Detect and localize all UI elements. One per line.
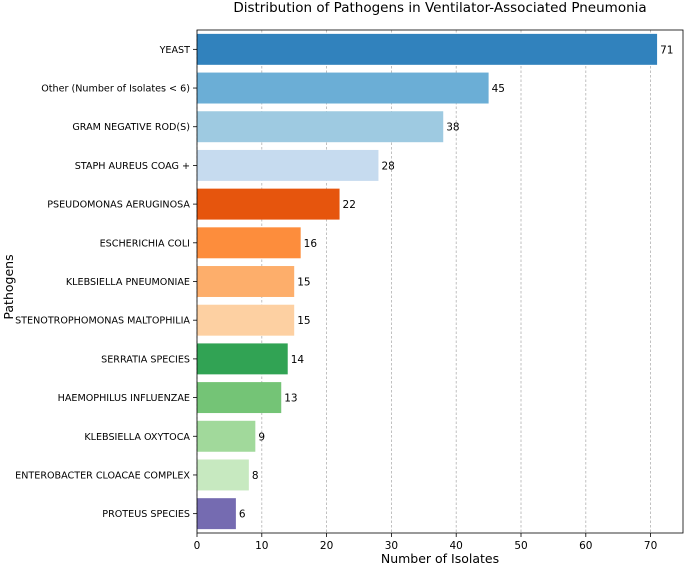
bar-value-label: 22 — [343, 199, 356, 211]
bar-value-label: 16 — [304, 238, 318, 250]
bar — [197, 72, 489, 104]
x-tick-label: 0 — [194, 540, 201, 552]
bar-value-label: 9 — [258, 431, 265, 443]
x-tick-label: 50 — [514, 540, 527, 552]
bar-value-label: 15 — [297, 277, 310, 289]
x-tick-label: 30 — [385, 540, 398, 552]
bar — [197, 149, 379, 181]
bar — [197, 420, 256, 452]
axes: YEAST Other (Number of Isolates < 6) GRAM … — [15, 29, 684, 552]
plot-frame — [196, 29, 684, 534]
x-tick-label: 60 — [579, 540, 592, 552]
chart-title: Distribution of Pathogens in Ventilator-… — [233, 0, 646, 16]
x-tick-label: 40 — [450, 540, 463, 552]
bar — [197, 266, 295, 297]
bar-value-label: 71 — [660, 44, 673, 56]
bar — [197, 188, 340, 220]
y-tick-label: ESCHERICHIA COLI — [100, 238, 190, 249]
y-tick-label: ENTEROBACTER CLOACAE COMPLEX — [15, 470, 190, 481]
x-tick-label: 20 — [320, 540, 333, 552]
y-tick-label: PROTEUS SPECIES — [102, 509, 190, 520]
bar-value-label: 14 — [291, 354, 305, 366]
y-tick-label: PSEUDOMONAS AERUGINOSA — [47, 200, 190, 211]
y-tick-label: YEAST — [159, 45, 191, 56]
bar-value-label: 15 — [297, 315, 310, 327]
bar — [197, 459, 249, 491]
y-tick-label: HAEMOPHILUS INFLUENZAE — [58, 393, 190, 404]
bar — [197, 498, 236, 530]
bar-value-label: 45 — [492, 83, 505, 95]
y-tick-label: KLEBSIELLA OXYTOCA — [84, 432, 190, 443]
bar-value-label: 28 — [381, 160, 394, 172]
bar-value-label: 38 — [446, 122, 459, 134]
bar-value-label: 6 — [239, 509, 246, 521]
x-tick-label: 70 — [644, 540, 657, 552]
bar — [197, 343, 288, 375]
bar — [197, 304, 295, 336]
bar — [197, 111, 444, 143]
y-tick-label: GRAM NEGATIVE ROD(S) — [72, 122, 190, 133]
y-axis-label: Pathogens — [1, 254, 16, 319]
y-tick-label: STENOTROPHOMONAS MALTOPHILIA — [15, 316, 190, 327]
y-tick-label: SERRATIA SPECIES — [101, 354, 190, 365]
bar — [197, 227, 301, 259]
y-tick-label: KLEBSIELLA PNEUMONIAE — [66, 277, 190, 288]
bar-value-label: 8 — [252, 470, 259, 482]
y-tick-label: STAPH AUREUS COAG + — [75, 161, 190, 172]
bar — [197, 33, 658, 65]
x-axis-label: Number of Isolates — [381, 551, 499, 566]
y-tick-label: Other (Number of Isolates < 6) — [41, 84, 190, 95]
x-tick-label: 10 — [255, 540, 268, 552]
bars: 71 45 38 28 22 16 15 15 14 13 9 8 6 — [197, 33, 673, 530]
bar — [197, 382, 282, 414]
bar-value-label: 13 — [284, 393, 297, 405]
